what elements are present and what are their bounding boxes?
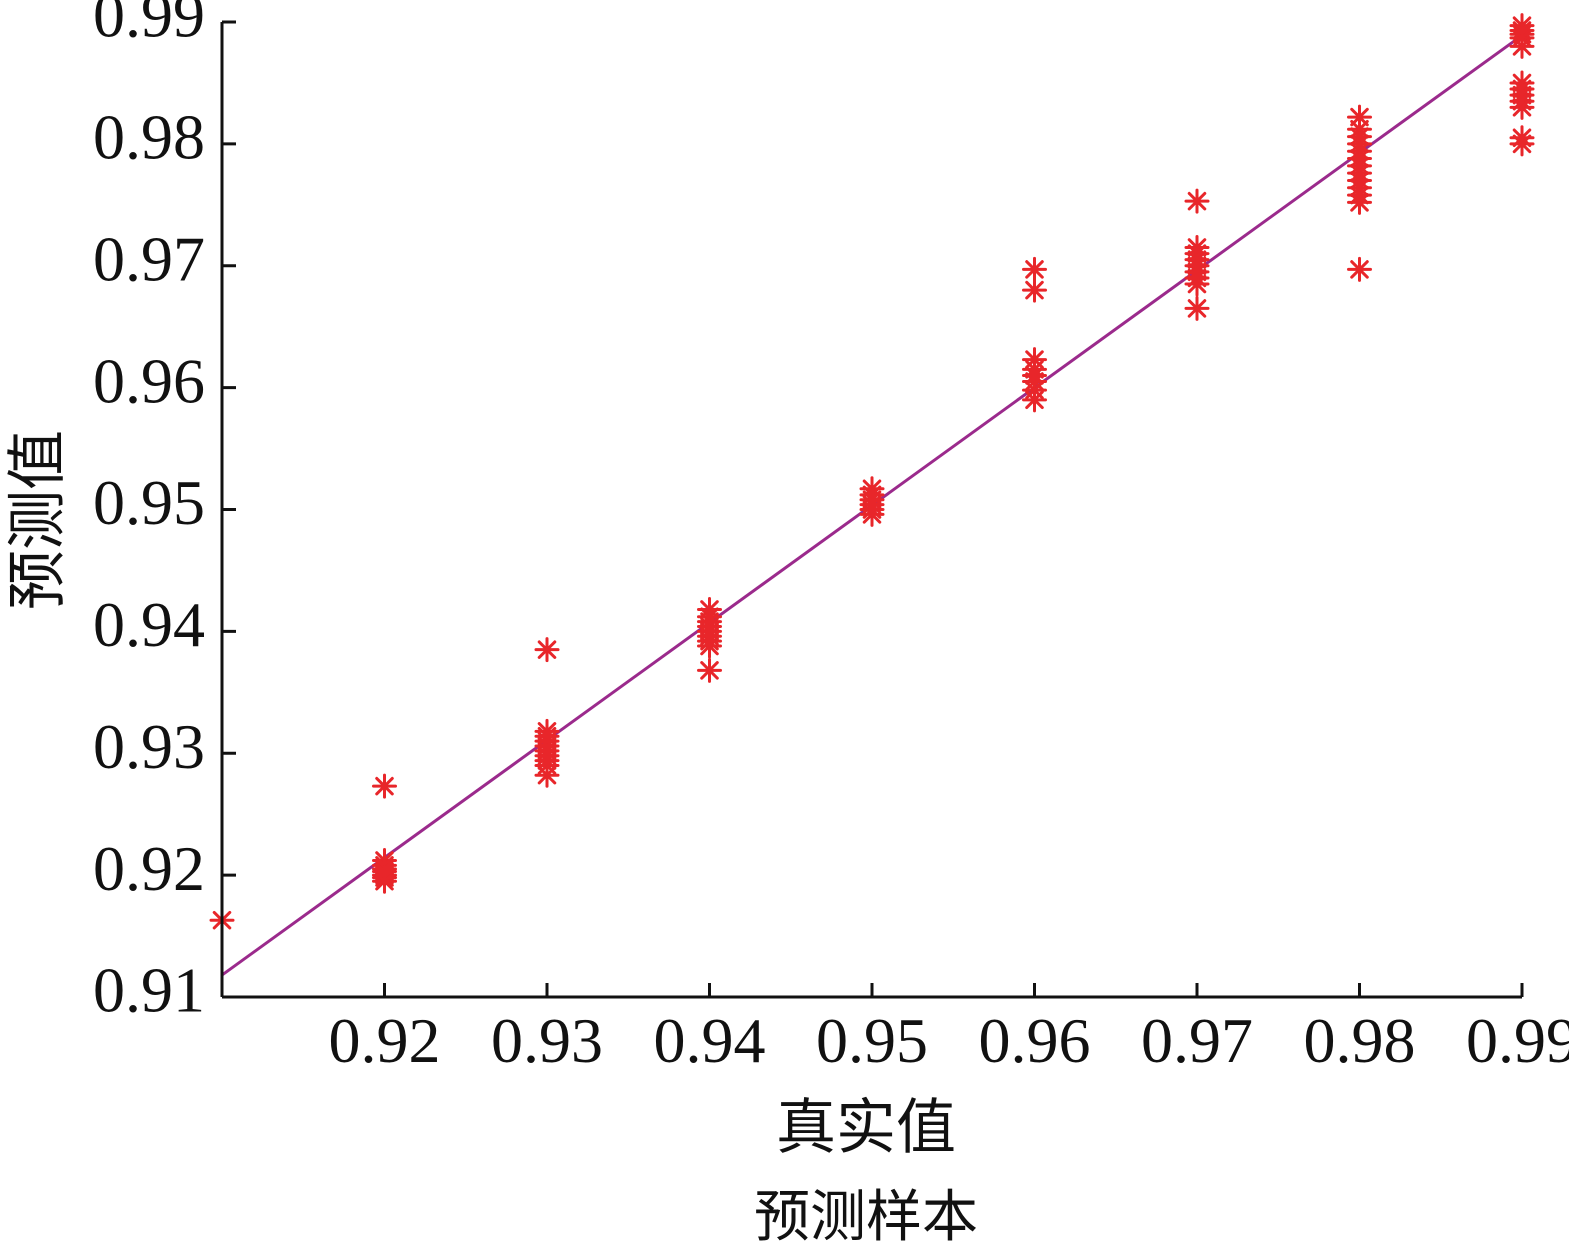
chart-caption: 预测样本 [754, 1185, 978, 1247]
data-point [1184, 295, 1210, 321]
x-tick-label: 0.94 [654, 1005, 766, 1076]
y-tick-label: 0.91 [93, 955, 205, 1026]
data-point [1184, 271, 1210, 297]
y-tick-label: 0.92 [93, 833, 205, 904]
x-tick-label: 0.96 [979, 1005, 1091, 1076]
x-tick-label: 0.95 [816, 1005, 928, 1076]
y-tick-label: 0.95 [93, 467, 205, 538]
tick-layer: 0.92 0.93 0.94 0.95 0.96 0.97 0.98 0.99 0.91 0.92… [93, 0, 1569, 1076]
data-point [1347, 189, 1372, 215]
data-point [1022, 256, 1047, 282]
y-tick-label: 0.98 [93, 102, 205, 173]
y-tick-label: 0.93 [93, 711, 205, 782]
data-point [1509, 131, 1535, 157]
data-point [372, 773, 397, 799]
data-point [697, 657, 722, 683]
data-point [1022, 277, 1047, 303]
data-point [1509, 33, 1535, 59]
data-point [1509, 94, 1535, 120]
data-point [372, 868, 397, 894]
x-axis-label: 真实值 [776, 1093, 956, 1163]
data-point [1347, 256, 1372, 282]
y-tick-label: 0.97 [93, 223, 205, 294]
x-tick-label: 0.98 [1304, 1005, 1416, 1076]
plot-layer [209, 13, 1535, 977]
data-point [534, 762, 560, 788]
y-tick-label: 0.99 [93, 0, 205, 51]
x-tick-label: 0.99 [1466, 1005, 1569, 1076]
y-tick-label: 0.96 [93, 345, 205, 416]
data-point [697, 633, 722, 659]
data-point [534, 637, 560, 663]
x-tick-label: 0.97 [1141, 1005, 1253, 1076]
data-point [1184, 188, 1210, 214]
y-axis-label: 预测值 [3, 430, 73, 610]
x-tick-label: 0.93 [491, 1005, 603, 1076]
x-tick-label: 0.92 [329, 1005, 441, 1076]
y-tick-label: 0.94 [93, 589, 205, 660]
data-point [1022, 387, 1047, 413]
data-point [859, 501, 885, 527]
